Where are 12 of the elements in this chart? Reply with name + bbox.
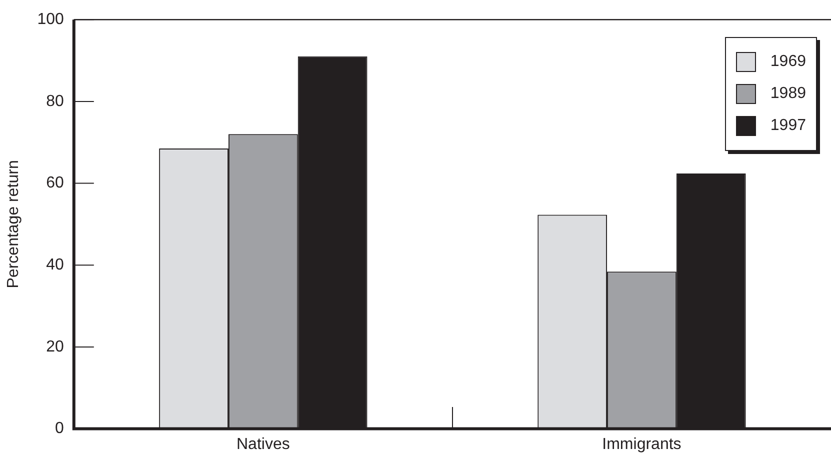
legend-label: 1989 [770, 84, 806, 103]
y-tick-label: 40 [46, 256, 64, 274]
x-tick-label: Immigrants [602, 436, 682, 453]
legend-label: 1997 [770, 116, 806, 135]
y-tick-label: 60 [46, 174, 64, 192]
y-tick-label: 20 [46, 338, 64, 356]
y-tick-label: 100 [37, 11, 64, 28]
y-axis-title: Percentage return [5, 160, 22, 288]
x-tick-label: Natives [236, 436, 290, 453]
legend-label: 1969 [770, 52, 806, 71]
y-tick-label: 80 [46, 92, 64, 110]
y-tick-label: 0 [54, 420, 64, 438]
